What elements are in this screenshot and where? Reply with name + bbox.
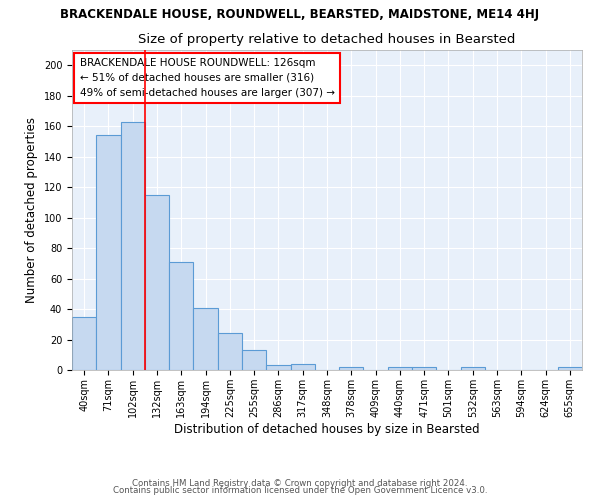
Bar (218, 334, 242, 370)
Text: Contains HM Land Registry data © Crown copyright and database right 2024.: Contains HM Land Registry data © Crown c… (132, 478, 468, 488)
Title: Size of property relative to detached houses in Bearsted: Size of property relative to detached ho… (139, 33, 515, 46)
Bar (121, 122, 145, 370)
Bar (412, 367, 436, 370)
Text: BRACKENDALE HOUSE, ROUNDWELL, BEARSTED, MAIDSTONE, ME14 4HJ: BRACKENDALE HOUSE, ROUNDWELL, BEARSTED, … (61, 8, 539, 21)
X-axis label: Distribution of detached houses by size in Bearsted: Distribution of detached houses by size … (174, 422, 480, 436)
Bar (169, 262, 193, 370)
Bar (388, 367, 412, 370)
Bar (339, 367, 364, 370)
Bar (193, 308, 218, 370)
Text: Contains public sector information licensed under the Open Government Licence v3: Contains public sector information licen… (113, 486, 487, 495)
Text: BRACKENDALE HOUSE ROUNDWELL: 126sqm
← 51% of detached houses are smaller (316)
4: BRACKENDALE HOUSE ROUNDWELL: 126sqm ← 51… (80, 58, 335, 98)
Y-axis label: Number of detached properties: Number of detached properties (25, 117, 38, 303)
Bar (96, 136, 121, 370)
Bar (242, 350, 266, 370)
Bar (558, 367, 582, 370)
Bar (145, 195, 169, 370)
Bar (266, 366, 290, 370)
Bar (461, 367, 485, 370)
Bar (72, 316, 96, 370)
Bar (290, 364, 315, 370)
